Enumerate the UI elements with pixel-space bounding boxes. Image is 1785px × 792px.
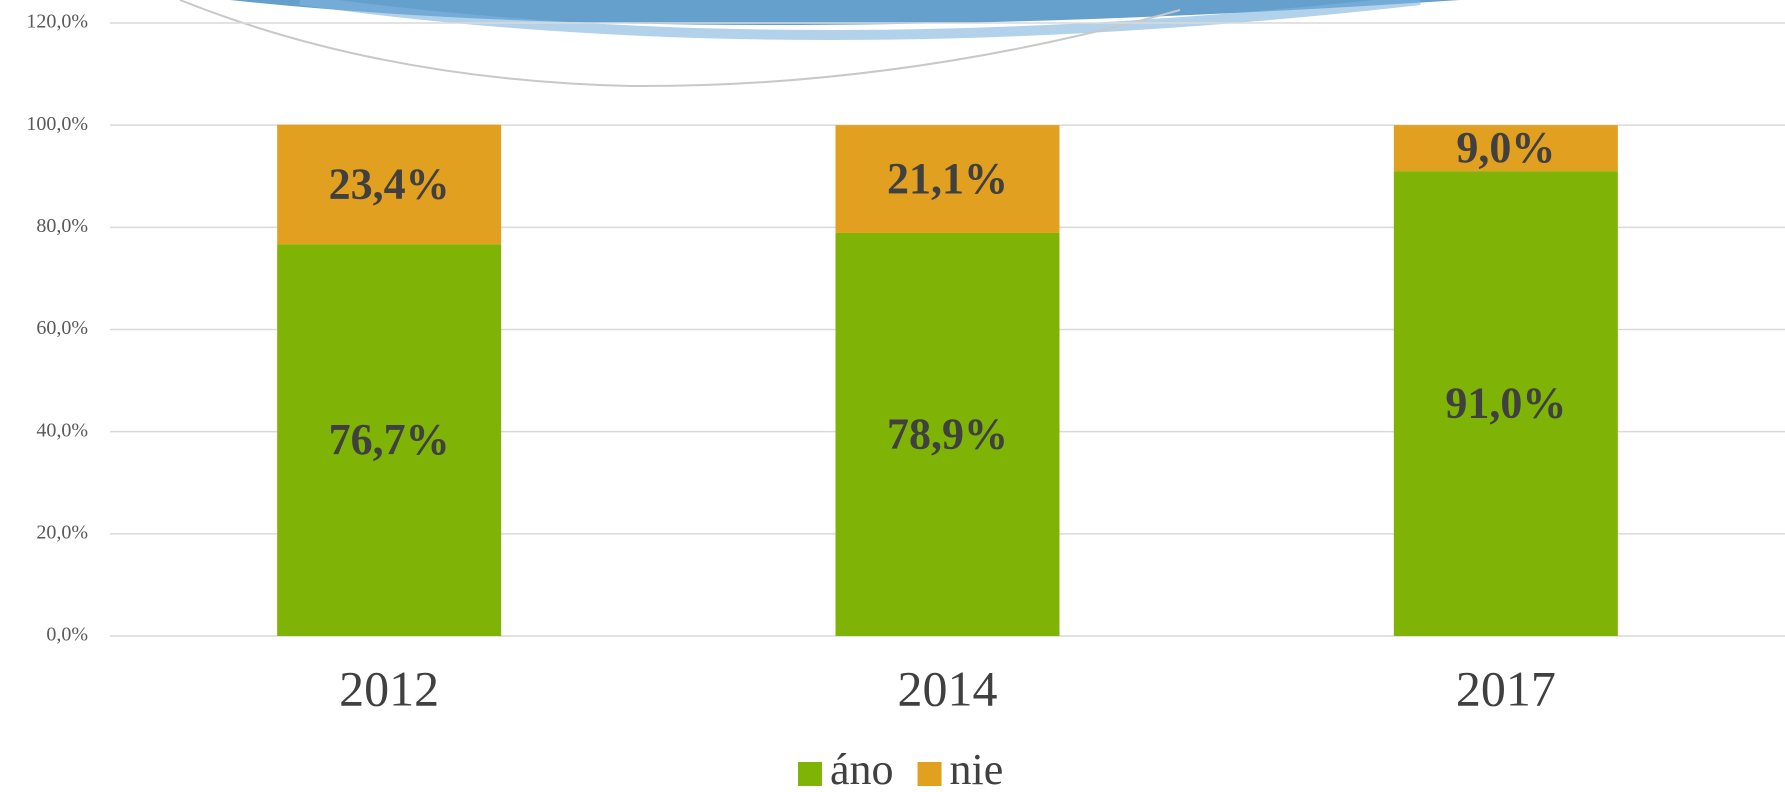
- y-tick-label: 120,0%: [26, 11, 88, 33]
- y-tick-label: 20,0%: [36, 521, 88, 543]
- legend-label: nie: [950, 745, 1004, 792]
- bar-segment: [277, 244, 502, 636]
- data-label: 9,0%: [1456, 123, 1555, 172]
- data-label: 21,1%: [887, 154, 1008, 203]
- legend-label: áno: [830, 745, 894, 792]
- bar-segment: [1393, 125, 1618, 172]
- data-label: 76,7%: [329, 415, 450, 464]
- y-tick-label: 40,0%: [36, 419, 88, 441]
- legend-swatch: [917, 762, 942, 786]
- y-tick-label: 0,0%: [46, 624, 88, 646]
- data-label: 91,0%: [1445, 379, 1566, 428]
- bar-segment: [835, 232, 1060, 636]
- decoration: [179, 0, 1460, 88]
- y-tick-label: 60,0%: [36, 317, 88, 339]
- data-label: 23,4%: [329, 160, 450, 209]
- bar-segment: [277, 124, 502, 245]
- y-tick-label: 80,0%: [36, 215, 88, 237]
- x-tick-label: 2012: [339, 660, 439, 716]
- bar-segment: [1393, 171, 1618, 636]
- x-tick-label: 2014: [898, 660, 998, 716]
- x-tick-label: 2017: [1456, 660, 1556, 716]
- bar-segment: [835, 125, 1060, 233]
- data-label: 78,9%: [887, 410, 1008, 459]
- legend-swatch: [798, 762, 822, 786]
- y-tick-label: 100,0%: [26, 113, 88, 135]
